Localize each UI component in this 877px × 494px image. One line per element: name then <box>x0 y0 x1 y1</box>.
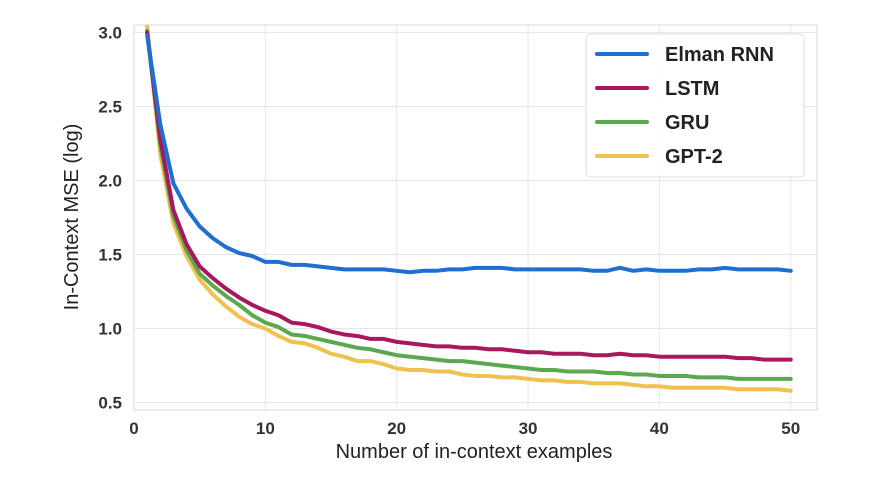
legend-label-gru: GRU <box>665 112 709 134</box>
y-axis-label: In-Context MSE (log) <box>61 124 83 311</box>
legend-label-gpt-2: GPT-2 <box>665 146 723 168</box>
y-tick-label: 1.5 <box>98 246 122 265</box>
x-tick-label: 30 <box>519 419 538 438</box>
x-tick-label: 50 <box>781 419 800 438</box>
x-tick-label: 0 <box>129 419 138 438</box>
y-tick-label: 2.0 <box>98 171 122 190</box>
y-tick-label: 1.0 <box>98 320 122 339</box>
x-tick-label: 20 <box>387 419 406 438</box>
y-tick-label: 3.0 <box>98 23 122 42</box>
legend: Elman RNN LSTM GRU GPT-2 <box>585 33 805 178</box>
x-axis-label: Number of in-context examples <box>336 441 613 463</box>
legend-label-lstm: LSTM <box>665 78 719 100</box>
y-tick-label: 2.5 <box>98 97 122 116</box>
series-lines <box>145 24 793 393</box>
series-line-elman-rnn <box>145 33 793 275</box>
series-line-lstm <box>145 30 793 362</box>
plot-frame <box>133 24 818 411</box>
x-tick-label: 10 <box>256 419 275 438</box>
tick-labels: 0 10 20 30 40 50 0.5 1.0 1.5 2.0 2.5 3.0 <box>98 23 800 438</box>
series-line-gpt-2 <box>145 24 793 393</box>
x-tick-label: 40 <box>650 419 669 438</box>
series-line-gru <box>145 28 793 381</box>
legend-box <box>585 33 805 178</box>
y-tick-label: 0.5 <box>98 394 122 413</box>
legend-label-elman-rnn: Elman RNN <box>665 44 774 66</box>
